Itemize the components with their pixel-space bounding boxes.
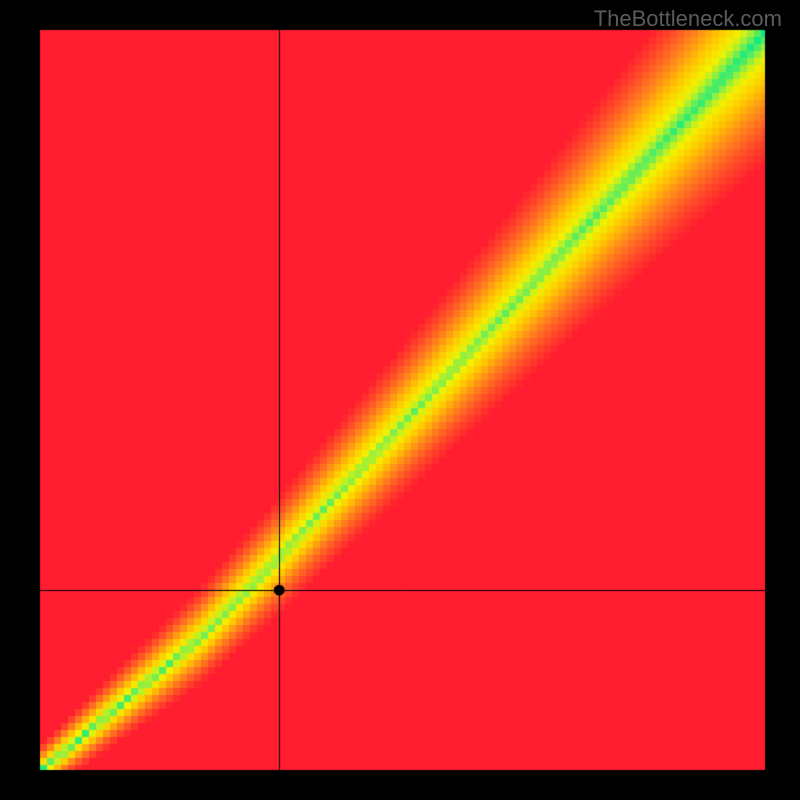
bottleneck-heatmap <box>0 0 800 800</box>
chart-container: TheBottleneck.com <box>0 0 800 800</box>
watermark-text: TheBottleneck.com <box>594 6 782 32</box>
